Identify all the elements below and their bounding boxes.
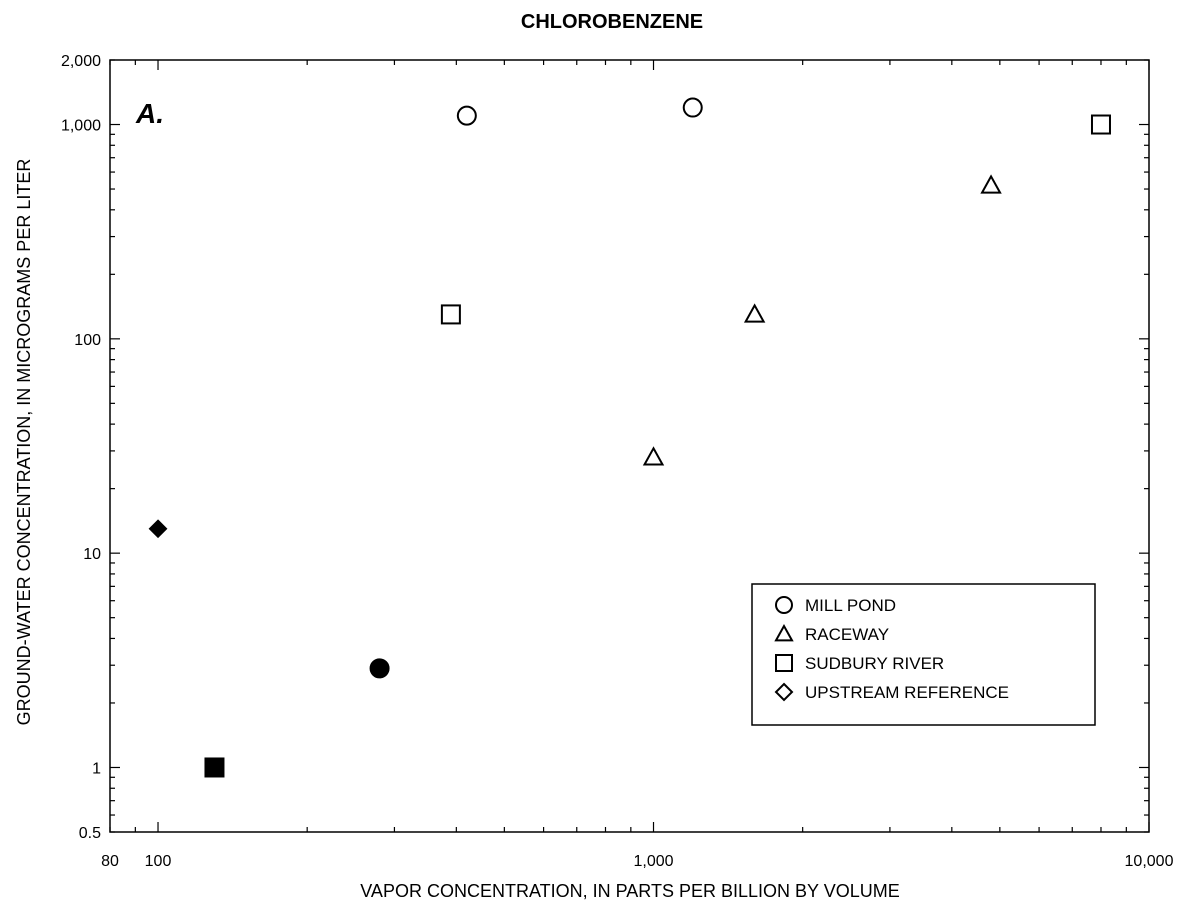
- y-tick-label: 1,000: [61, 118, 101, 135]
- y-tick-label: 10: [83, 546, 101, 563]
- legend-label: RACEWAY: [805, 625, 889, 644]
- axis-ticks: [109, 59, 1150, 833]
- data-points: [148, 97, 1111, 778]
- legend-box: [751, 583, 1096, 726]
- panel-label: A.: [135, 98, 164, 129]
- legend: MILL POND RACEWAY SUDBURY RIVER UPSTREAM RE…: [751, 583, 1096, 726]
- y-axis-tick-labels: 0.5 1 10 100 1,000 2,000: [61, 53, 101, 842]
- legend-label: SUDBURY RIVER: [805, 654, 944, 673]
- square-data-point: [1090, 114, 1111, 135]
- legend-diamond-icon: [774, 682, 794, 702]
- x-tick-label: 10,000: [1125, 853, 1174, 870]
- legend-triangle-icon: [774, 623, 794, 642]
- legend-label: MILL POND: [805, 596, 896, 615]
- legend-circle-icon: [775, 596, 793, 614]
- triangle-data-point: [642, 446, 665, 466]
- square-data-point: [440, 304, 461, 325]
- circle-data-point: [682, 97, 703, 118]
- triangle-data-point: [980, 174, 1002, 194]
- diamond-data-point: [148, 519, 168, 539]
- y-tick-label: 0.5: [79, 825, 101, 842]
- circle-data-point: [369, 658, 390, 679]
- legend-label: UPSTREAM REFERENCE: [805, 683, 1009, 702]
- triangle-data-point: [743, 303, 766, 323]
- legend-square-icon: [775, 654, 793, 672]
- x-axis-tick-labels: 80 100 1,000 10,000: [101, 853, 1173, 870]
- y-tick-label: 1: [92, 760, 101, 777]
- x-tick-label: 80: [101, 853, 119, 870]
- chart-title: CHLOROBENZENE: [521, 11, 703, 33]
- y-tick-label: 100: [74, 332, 101, 349]
- y-tick-label: 2,000: [61, 53, 101, 70]
- x-tick-label: 100: [145, 853, 172, 870]
- square-data-point: [204, 757, 225, 778]
- x-axis-title: VAPOR CONCENTRATION, IN PARTS PER BILLIO…: [360, 881, 899, 901]
- circle-data-point: [456, 105, 477, 126]
- x-tick-label: 1,000: [633, 853, 673, 870]
- y-axis-title: GROUND-WATER CONCENTRATION, IN MICROGRAM…: [14, 159, 34, 726]
- plot-area-frame: [109, 59, 1150, 833]
